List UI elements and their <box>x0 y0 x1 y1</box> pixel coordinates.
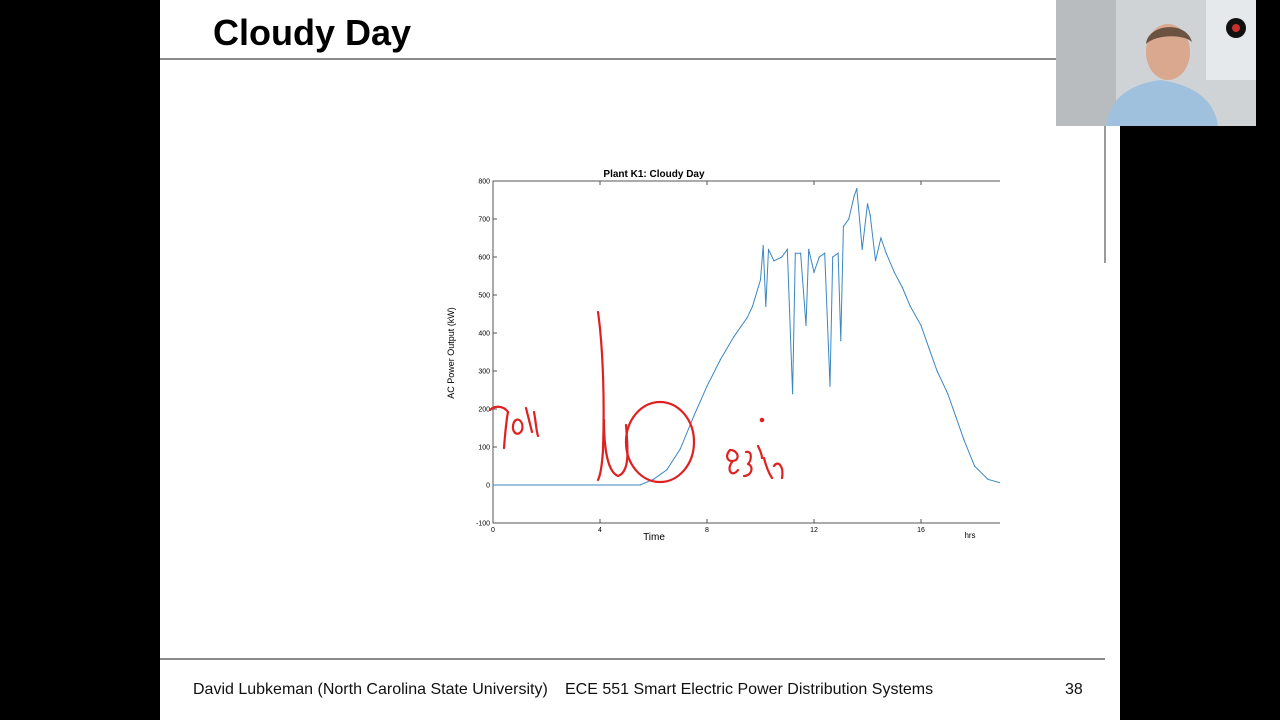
data-point <box>880 237 882 239</box>
data-point <box>800 252 802 254</box>
x-axis-ticks: 04812162024 <box>491 181 925 534</box>
data-point <box>652 478 655 480</box>
data-point <box>856 188 858 190</box>
y-tick-label: 300 <box>478 369 490 376</box>
data-point <box>848 218 850 220</box>
data-point <box>955 416 957 418</box>
data-point <box>829 385 831 387</box>
data-point <box>928 347 930 349</box>
data-point <box>679 448 681 450</box>
data-point <box>786 248 788 250</box>
x-tick-label: 16 <box>917 527 925 534</box>
series-layer <box>492 188 1000 486</box>
data-point <box>794 252 796 254</box>
x-tick-label: 0 <box>491 527 495 534</box>
x-tick-label: 12 <box>810 527 818 534</box>
ink-u-stroke <box>602 418 629 478</box>
data-point <box>792 393 794 395</box>
presenter-shirt <box>1106 80 1218 126</box>
scroll-indicator <box>1104 125 1106 263</box>
data-point <box>837 252 839 254</box>
data-point <box>866 203 869 205</box>
presenter-webcam <box>1056 0 1256 126</box>
data-point <box>808 248 810 250</box>
plot-frame <box>492 180 1000 524</box>
data-point <box>746 317 748 319</box>
data-point <box>733 336 735 338</box>
data-point <box>920 324 922 326</box>
data-point <box>973 465 976 467</box>
data-point <box>885 252 887 254</box>
title-divider <box>160 58 1060 60</box>
data-point <box>693 416 695 418</box>
recording-indicator-icon[interactable] <box>1226 18 1246 38</box>
data-point <box>861 248 863 250</box>
data-point <box>893 271 895 273</box>
data-point <box>805 324 807 326</box>
y-tick-label: 500 <box>478 293 490 300</box>
data-point <box>492 484 494 486</box>
y-tick-label: -100 <box>476 521 490 528</box>
data-point <box>963 438 965 440</box>
data-point <box>840 340 842 342</box>
y-tick-label: 100 <box>478 445 490 452</box>
footer-divider <box>160 658 1105 660</box>
series-line <box>493 188 1000 486</box>
x-axis-label: Time <box>643 532 665 543</box>
y-tick-label: 400 <box>478 331 490 338</box>
data-point <box>759 279 762 281</box>
y-tick-label: 800 <box>478 179 490 186</box>
data-point <box>639 484 641 486</box>
data-point <box>813 271 815 273</box>
data-point <box>773 260 775 262</box>
data-point <box>767 248 770 250</box>
data-point <box>762 245 764 247</box>
data-point <box>853 195 855 197</box>
power-output-chart: Plant K1: Cloudy Day Time hrs AC Power O… <box>446 169 1000 543</box>
chart-title: Plant K1: Cloudy Day <box>603 169 705 180</box>
y-tick-label: 700 <box>478 217 490 224</box>
data-point <box>824 252 826 254</box>
footer-course-title: ECE 551 Smart Electric Power Distributio… <box>565 681 934 698</box>
data-point <box>909 305 911 307</box>
webcam-wall-shadow <box>1056 0 1116 126</box>
data-point <box>666 469 668 471</box>
data-point <box>842 226 845 228</box>
ink-70-percent-mark <box>488 405 540 450</box>
x-tick-label: 4 <box>598 527 602 534</box>
y-axis-ticks: -100 0 100 200 300 400 500 600 700 800 <box>476 179 497 528</box>
footer-author: David Lubkeman (North Carolina State Uni… <box>193 681 548 698</box>
footer-page-number: 38 <box>1065 681 1083 698</box>
data-point <box>901 286 903 288</box>
ink-circle <box>624 400 696 484</box>
data-point <box>706 385 708 387</box>
webcam-window-light <box>1206 0 1256 80</box>
data-point <box>869 214 871 216</box>
y-axis-label: AC Power Output (kW) <box>446 307 456 399</box>
data-point <box>719 359 721 361</box>
data-point <box>751 305 754 307</box>
ink-dot <box>759 417 765 423</box>
data-point <box>947 393 949 395</box>
slide: Cloudy Day Plant K1: Cloudy Day Time hrs… <box>160 0 1120 720</box>
ink-vertical-stroke <box>596 310 605 482</box>
slide-title: Cloudy Day <box>213 12 412 53</box>
data-point <box>818 256 820 258</box>
handwritten-annotations <box>488 310 784 484</box>
y-tick-label: 600 <box>478 255 490 262</box>
data-point <box>987 478 989 480</box>
presenter-video-frame <box>1056 0 1256 126</box>
y-tick-label: 0 <box>486 483 490 490</box>
x-axis-unit-label: hrs <box>964 531 975 540</box>
data-point <box>781 256 783 258</box>
y-tick-label: 200 <box>478 407 490 414</box>
data-point <box>832 256 834 258</box>
presenter-hair <box>1146 27 1192 44</box>
data-point <box>936 370 938 372</box>
ink-85-percent-mark <box>726 444 784 480</box>
data-point <box>765 305 767 307</box>
data-point <box>874 260 877 262</box>
x-tick-label: 8 <box>705 527 709 534</box>
